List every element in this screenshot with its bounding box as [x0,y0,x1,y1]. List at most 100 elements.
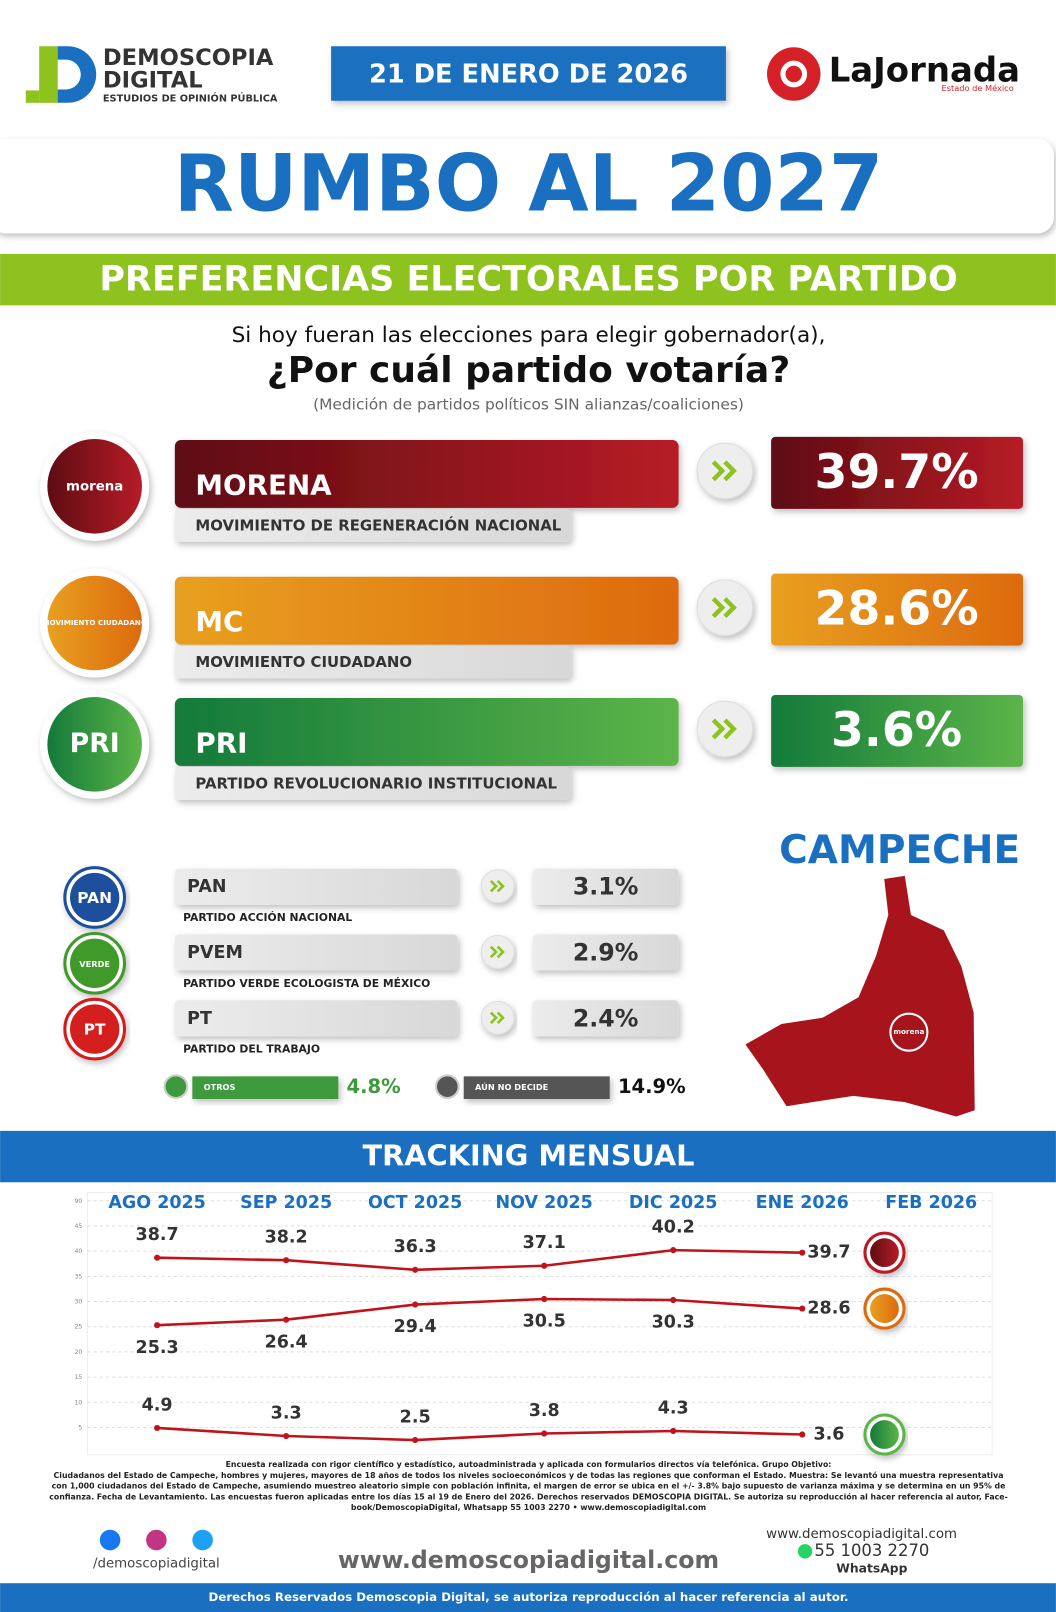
methodology: confianza. Fecha de Levantamiento. Las e… [49,1492,1008,1501]
party-bar [174,934,458,971]
others-bar [463,1076,610,1099]
website: www.demoscopiadigital.com [338,1546,719,1574]
party-logo-text: PRI [70,728,120,759]
methodology: book/DemoscopiaDigital, Whatsapp 55 1003… [351,1503,706,1512]
chevron [489,1011,505,1024]
party-full-name: MOVIMIENTO DE REGENERACIÓN NACIONAL [195,516,561,534]
section-title: PREFERENCIAS ELECTORALES POR PARTIDO [99,260,957,300]
party-logo-text: PT [84,1021,106,1039]
others-result: 4.8% [347,1075,401,1098]
chevron [711,597,737,619]
point [412,1436,419,1444]
party-full-name: PARTIDO REVOLUCIONARIO INSTITUCIONAL [195,774,557,792]
others-bar [192,1076,339,1099]
party-logo-text: morena [66,479,123,494]
party-name: MORENA [195,468,332,501]
party-bar [174,1000,458,1037]
map-leader: morena [893,1027,924,1036]
brand: DEMOSCOPIA [103,45,274,71]
value-label: 3.8 [529,1401,560,1421]
point [799,1305,806,1312]
y-tick-label: 5 [78,1424,82,1431]
x-tick-label: SEP 2025 [240,1193,332,1213]
question-note: (Medición de partidos políticos SIN alia… [313,396,744,414]
others-name: OTROS [204,1082,236,1092]
x-tick-label: AGO 2025 [108,1193,205,1213]
partner: LaJornada [829,50,1020,89]
party-name: PT [187,1009,212,1029]
social: /demoscopiadigital [93,1557,220,1572]
title: RUMBO AL 2027 [174,139,883,230]
party-name: PVEM [187,943,243,963]
date-box [331,46,726,101]
question-intro: Si hoy fueran las elecciones para elegir… [232,323,826,348]
methodology: Ciudadanos del Estado de Campeche, hombr… [54,1471,1004,1480]
result-box [771,694,1024,767]
phone-label: WhatsApp [836,1561,907,1575]
phone: 55 1003 2270 [814,1541,929,1560]
twitter-icon [192,1529,213,1551]
tracking-title: TRACKING MENSUAL [363,1139,695,1173]
party-icon-inner [870,1294,899,1323]
point [670,1247,677,1254]
x-tick-label: DIC 2025 [629,1193,718,1213]
y-tick-label: 90 [74,1198,82,1205]
value-label: 29.4 [394,1317,437,1337]
chevron [711,460,737,482]
result: 3.6% [831,703,962,758]
point [154,1254,161,1261]
party-logo-inner [69,938,120,988]
value-label: 36.3 [394,1237,437,1257]
value-label: 4.9 [142,1395,173,1415]
state-map [745,875,975,1117]
point [799,1249,806,1256]
party-logo-text: MOVIMIENTO CIUDADANO [42,618,147,627]
result-box [532,868,679,905]
brand-logo [25,46,97,103]
party-bar [174,868,458,905]
party-icon-inner [870,1238,899,1268]
value-label: 25.3 [136,1338,179,1358]
value-label: 38.2 [265,1228,308,1248]
website-small: www.demoscopiadigital.com [766,1527,957,1542]
value-label: 2.5 [400,1407,431,1427]
point [670,1296,677,1304]
rights: Derechos Reservados Demoscopia Digital, … [209,1590,849,1604]
result: 39.7% [815,445,979,500]
y-tick-label: 40 [74,1248,82,1255]
point [283,1257,290,1264]
result: 28.6% [815,582,979,637]
value-label: 30.5 [523,1312,566,1332]
y-tick-label: 25 [74,1324,82,1331]
value-label: 37.1 [523,1233,566,1253]
point [412,1266,419,1273]
result: 2.4% [573,1004,639,1032]
value-label: 38.7 [136,1225,179,1245]
party-logo-inner [69,872,120,923]
map-marker [889,1012,929,1052]
state-name: CAMPECHE [779,828,1020,873]
methodology: con 1,000 ciudadanos del Estado de Campe… [52,1482,1006,1491]
point [541,1295,548,1303]
chevron [711,718,737,740]
value-label: 28.6 [807,1299,850,1319]
trend-line [157,1248,803,1272]
partner-logo [767,47,821,101]
party-full-bar [174,645,571,679]
result: 3.1% [573,873,639,901]
question: ¿Por cuál partido votaría? [267,350,790,391]
party-name: PRI [195,726,247,759]
party-bar [174,440,679,508]
value-label: 26.4 [265,1332,308,1352]
party-full-bar [174,766,571,800]
party-full-name: MOVIMIENTO CIUDADANO [195,653,412,671]
title-card [0,138,1054,234]
date: 21 DE ENERO DE 2026 [369,60,688,90]
tagline: ESTUDIOS DE OPINIÓN PÚBLICA [103,92,278,105]
rights-bar [0,1583,1056,1612]
value-label: 40.2 [652,1218,695,1238]
result-box [771,436,1024,509]
y-tick-label: 45 [74,1223,82,1230]
